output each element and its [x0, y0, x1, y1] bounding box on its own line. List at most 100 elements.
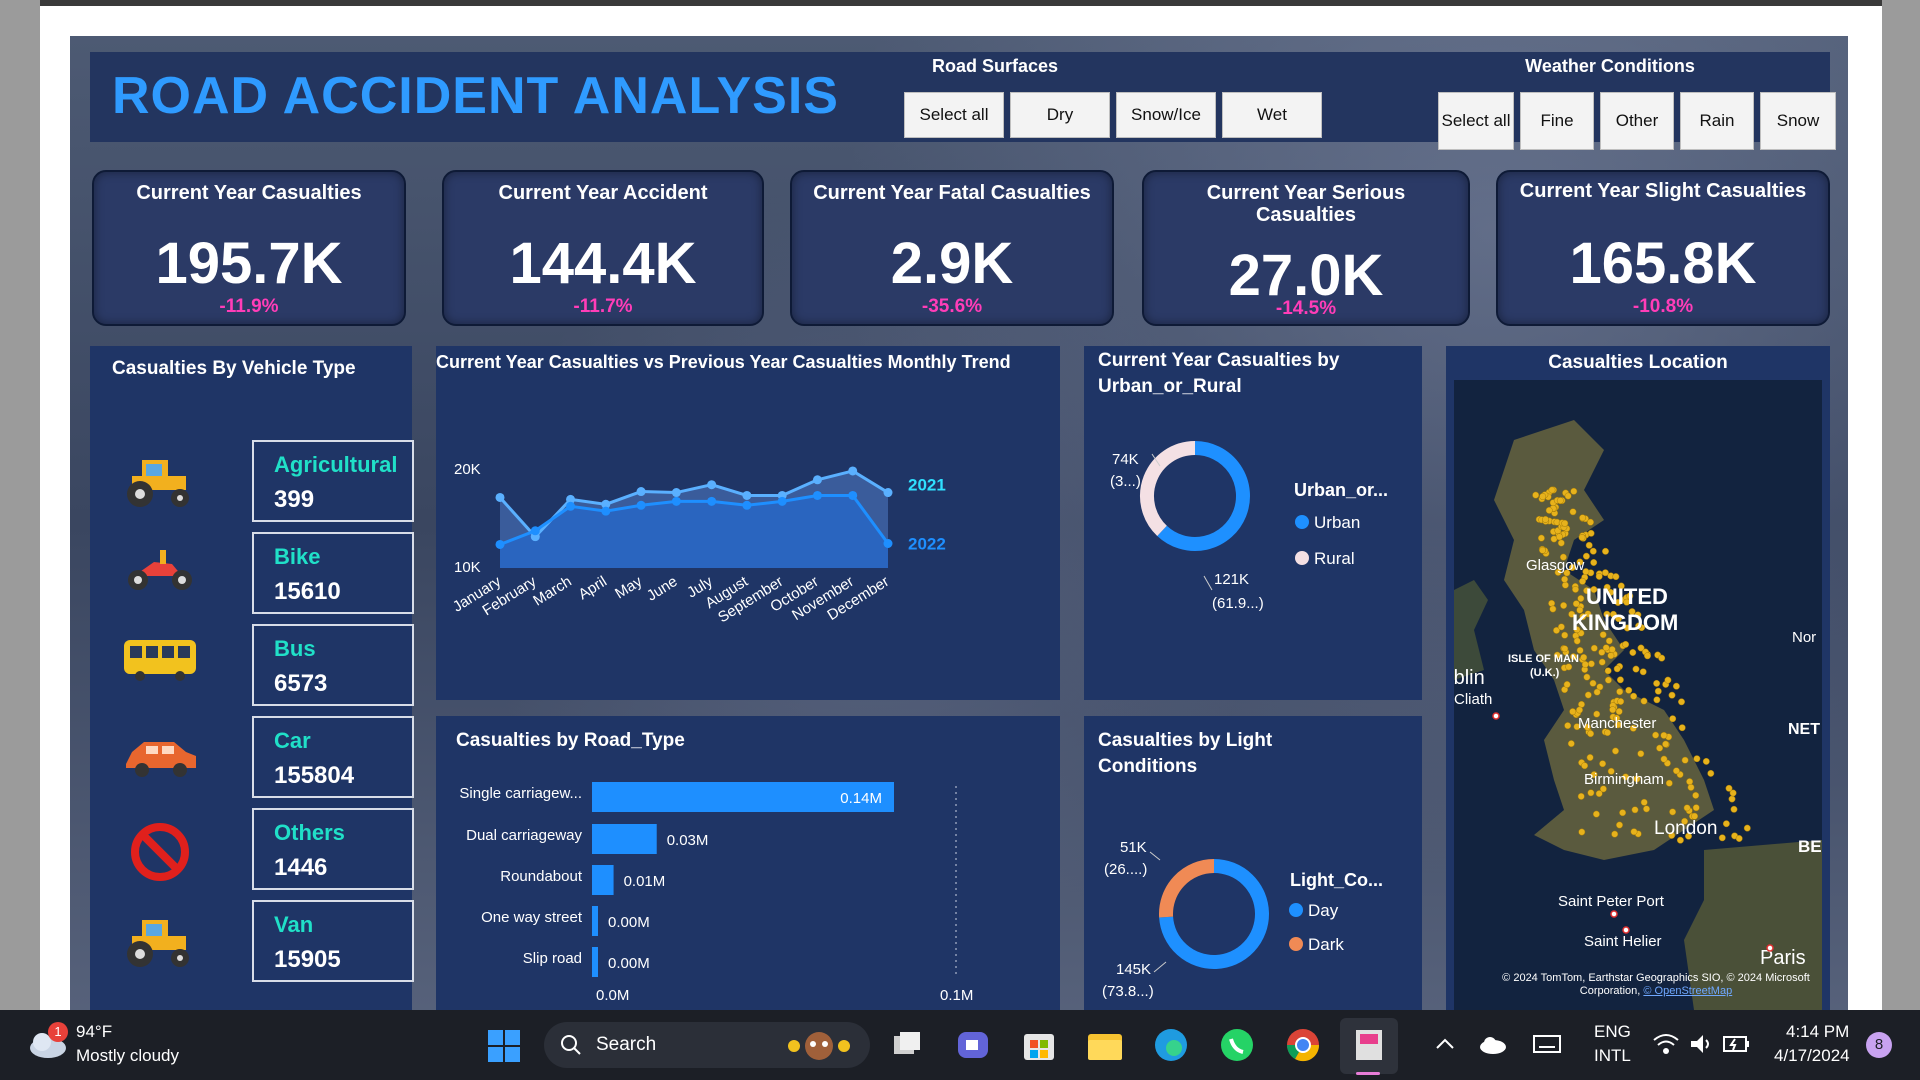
data-point — [812, 490, 822, 500]
snipping-tool-icon[interactable] — [1348, 1024, 1390, 1066]
teams-chat-icon[interactable] — [952, 1024, 994, 1066]
keyboard-icon[interactable] — [1532, 1032, 1562, 1056]
accident-location-dot — [1613, 714, 1621, 722]
accident-location-dot — [1660, 731, 1668, 739]
france-landmass — [1684, 840, 1822, 1010]
page-title: ROAD ACCIDENT ANALYSIS — [112, 67, 839, 125]
vehicle-value: 155804 — [274, 762, 355, 789]
map-label-isle-of-man-uk: (U.K.) — [1530, 667, 1560, 679]
file-explorer-icon[interactable] — [1084, 1024, 1126, 1066]
accident-location-dot — [1589, 547, 1597, 555]
road-surface-dry-button[interactable]: Dry — [1010, 92, 1110, 138]
x-tick-label: April — [575, 573, 609, 603]
accident-location-dot — [1616, 676, 1624, 684]
accident-location-dot — [1537, 534, 1545, 542]
accident-location-dot — [1672, 767, 1680, 775]
dark-legend-label: Dark — [1308, 935, 1344, 954]
cloudy-weather-icon[interactable] — [26, 1026, 68, 1062]
accident-location-dot — [1539, 546, 1546, 554]
chevron-up-icon[interactable] — [1434, 1034, 1456, 1054]
road-surface-select-all-button[interactable]: Select all — [904, 92, 1004, 138]
accident-location-dot — [1587, 730, 1595, 738]
road-type-category-label: Slip road — [523, 950, 582, 967]
light-conditions-donut: 51K (26....) 145K (73.8...) Light_Co... … — [1102, 839, 1383, 1000]
road-surface-wet-button[interactable]: Wet — [1222, 92, 1322, 138]
chrome-browser-icon[interactable] — [1282, 1024, 1324, 1066]
weather-other-button[interactable]: Other — [1600, 92, 1674, 150]
accident-location-dot — [1665, 779, 1673, 787]
notification-badge[interactable]: 8 — [1866, 1032, 1892, 1058]
kpi-card-accident: Current Year Accident 144.4K -11.7% — [442, 170, 764, 326]
map-label-paris: Paris — [1760, 947, 1806, 969]
x-tick-label: 0.1M — [940, 987, 973, 1004]
accident-location-dot — [1681, 817, 1689, 825]
edge-browser-icon[interactable] — [1150, 1024, 1192, 1066]
accident-location-dot — [1702, 757, 1710, 765]
weather-rain-button[interactable]: Rain — [1680, 92, 1754, 150]
vehicle-name: Agricultural — [274, 452, 398, 477]
road-type-value-label: 0.00M — [608, 914, 650, 931]
kpi-delta: -10.8% — [1632, 296, 1694, 317]
window-left-frame — [0, 0, 40, 1010]
windows-start-icon[interactable] — [486, 1028, 522, 1064]
taskbar-search-box[interactable]: Search — [544, 1022, 870, 1068]
whatsapp-icon[interactable] — [1216, 1024, 1258, 1066]
data-point — [883, 488, 893, 498]
language-layout[interactable]: INTL — [1594, 1046, 1631, 1065]
battery-charging-icon[interactable] — [1722, 1032, 1752, 1056]
road-surface-snow-ice-button[interactable]: Snow/Ice — [1116, 92, 1216, 138]
accident-location-dot — [1617, 582, 1625, 590]
accident-location-dot — [1584, 691, 1592, 699]
kpi-value: 27.0K — [1228, 243, 1384, 308]
task-view-icon[interactable] — [886, 1024, 928, 1066]
clock-time[interactable]: 4:14 PM — [1786, 1022, 1850, 1041]
data-point — [671, 488, 681, 498]
kpi-card-serious: Current Year Serious Casualties 27.0K -1… — [1142, 170, 1470, 326]
dark-label: 51K — [1120, 839, 1147, 856]
volume-icon[interactable] — [1688, 1032, 1714, 1056]
accident-location-dot — [1691, 812, 1699, 820]
accident-location-dot — [1579, 514, 1587, 522]
accident-location-dot — [1576, 558, 1584, 566]
accident-location-dot — [1563, 681, 1571, 688]
weather-temperature[interactable]: 94°F — [76, 1022, 113, 1041]
accident-location-dot — [1604, 676, 1612, 684]
accident-location-dot — [1623, 624, 1631, 632]
accident-location-dot — [1564, 722, 1572, 730]
data-point — [636, 500, 646, 510]
accident-location-dot — [1672, 682, 1680, 690]
map-view[interactable]: Glasgow UNITED KINGDOM ISLE OF MAN (U.K.… — [1454, 380, 1822, 1010]
accident-location-dot — [1583, 587, 1591, 595]
accident-location-dot — [1576, 606, 1584, 614]
y-tick-label: 20K — [454, 461, 481, 478]
accident-location-dot — [1568, 610, 1576, 618]
onedrive-cloud-icon[interactable] — [1478, 1032, 1508, 1056]
accident-location-dot — [1578, 534, 1586, 541]
accident-location-dot — [1549, 605, 1557, 613]
weather-snow-button[interactable]: Snow — [1760, 92, 1836, 150]
accident-location-dot — [1632, 665, 1640, 673]
accident-location-dot — [1614, 721, 1622, 729]
wifi-icon[interactable] — [1652, 1032, 1680, 1056]
weather-select-all-button[interactable]: Select all — [1438, 92, 1514, 150]
accident-location-dot — [1630, 692, 1638, 700]
accident-location-dot — [1607, 588, 1615, 596]
donut-slice-urban — [1157, 441, 1250, 551]
accident-location-dot — [1554, 568, 1562, 576]
weather-description[interactable]: Mostly cloudy — [76, 1046, 179, 1065]
day-legend-label: Day — [1308, 901, 1339, 920]
accident-location-dot — [1590, 771, 1598, 779]
accident-location-dot — [1599, 760, 1607, 768]
road-type-value-label: 0.14M — [840, 790, 882, 807]
kpi-title: Current Year Accident — [498, 182, 708, 204]
accident-location-dot — [1609, 610, 1617, 618]
accident-location-dot — [1639, 668, 1647, 676]
weather-badge: 1 — [48, 1022, 68, 1042]
microsoft-store-icon[interactable] — [1018, 1024, 1060, 1066]
vehicle-type-title: Casualties By Vehicle Type — [112, 358, 356, 379]
openstreetmap-link[interactable]: © OpenStreetMap — [1643, 985, 1733, 998]
language-code[interactable]: ENG — [1594, 1022, 1631, 1041]
clock-date[interactable]: 4/17/2024 — [1774, 1046, 1850, 1065]
accident-location-dot — [1640, 798, 1648, 806]
weather-fine-button[interactable]: Fine — [1520, 92, 1594, 150]
